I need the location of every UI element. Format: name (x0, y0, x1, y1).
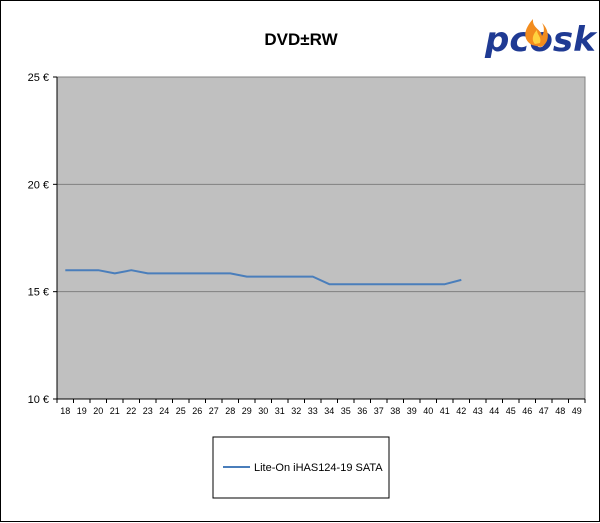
x-tick-label: 48 (555, 406, 565, 416)
x-tick-label: 33 (308, 406, 318, 416)
x-tick-label: 40 (423, 406, 433, 416)
y-tick-label: 25 € (28, 72, 49, 84)
x-tick-label: 31 (275, 406, 285, 416)
series-group (65, 269, 462, 286)
x-tick-label: 27 (209, 406, 219, 416)
x-tick-label: 45 (506, 406, 516, 416)
y-axis: 10 € 15 € 20 € 25 € (28, 72, 585, 406)
flame-icon (525, 19, 548, 47)
x-tick-label: 35 (341, 406, 351, 416)
x-tick-label: 30 (258, 406, 268, 416)
x-tick-label: 38 (390, 406, 400, 416)
y-tick-label: 10 € (28, 394, 49, 406)
x-tick-label: 34 (324, 406, 334, 416)
x-tick-label: 44 (489, 406, 499, 416)
y-tick-label: 15 € (28, 287, 49, 299)
x-tick-label: 22 (126, 406, 136, 416)
x-tick-label: 39 (407, 406, 417, 416)
x-axis: 18 19 20 21 22 23 24 25 26 27 28 29 30 31 32 33 34 35 36 37… (56, 398, 586, 416)
x-tick-label: 46 (522, 406, 532, 416)
x-tick-label: 32 (291, 406, 301, 416)
x-tick-label: 37 (374, 406, 384, 416)
x-tick-label: 21 (110, 406, 120, 416)
site-logo: pcosk (484, 19, 598, 60)
x-tick-label: 25 (176, 406, 186, 416)
legend-label: Lite-On iHAS124-19 SATA (254, 462, 383, 474)
plot-area (56, 76, 586, 400)
series-line (65, 269, 462, 286)
x-tick-label: 29 (242, 406, 252, 416)
x-tick-label: 23 (143, 406, 153, 416)
chart-title: DVD±RW (264, 30, 338, 49)
x-tick-label: 20 (93, 406, 103, 416)
x-tick-label: 28 (225, 406, 235, 416)
x-tick-label: 49 (572, 406, 582, 416)
x-tick-label: 36 (357, 406, 367, 416)
x-tick-label: 42 (456, 406, 466, 416)
x-tick-label: 19 (77, 406, 87, 416)
y-tick-label: 20 € (28, 179, 49, 191)
x-tick-label: 18 (60, 406, 70, 416)
x-tick-label: 47 (539, 406, 549, 416)
legend: Lite-On iHAS124-19 SATA (212, 436, 390, 499)
x-tick-label: 43 (473, 406, 483, 416)
x-tick-label: 24 (159, 406, 169, 416)
x-tick-label: 41 (440, 406, 450, 416)
x-tick-label: 26 (192, 406, 202, 416)
